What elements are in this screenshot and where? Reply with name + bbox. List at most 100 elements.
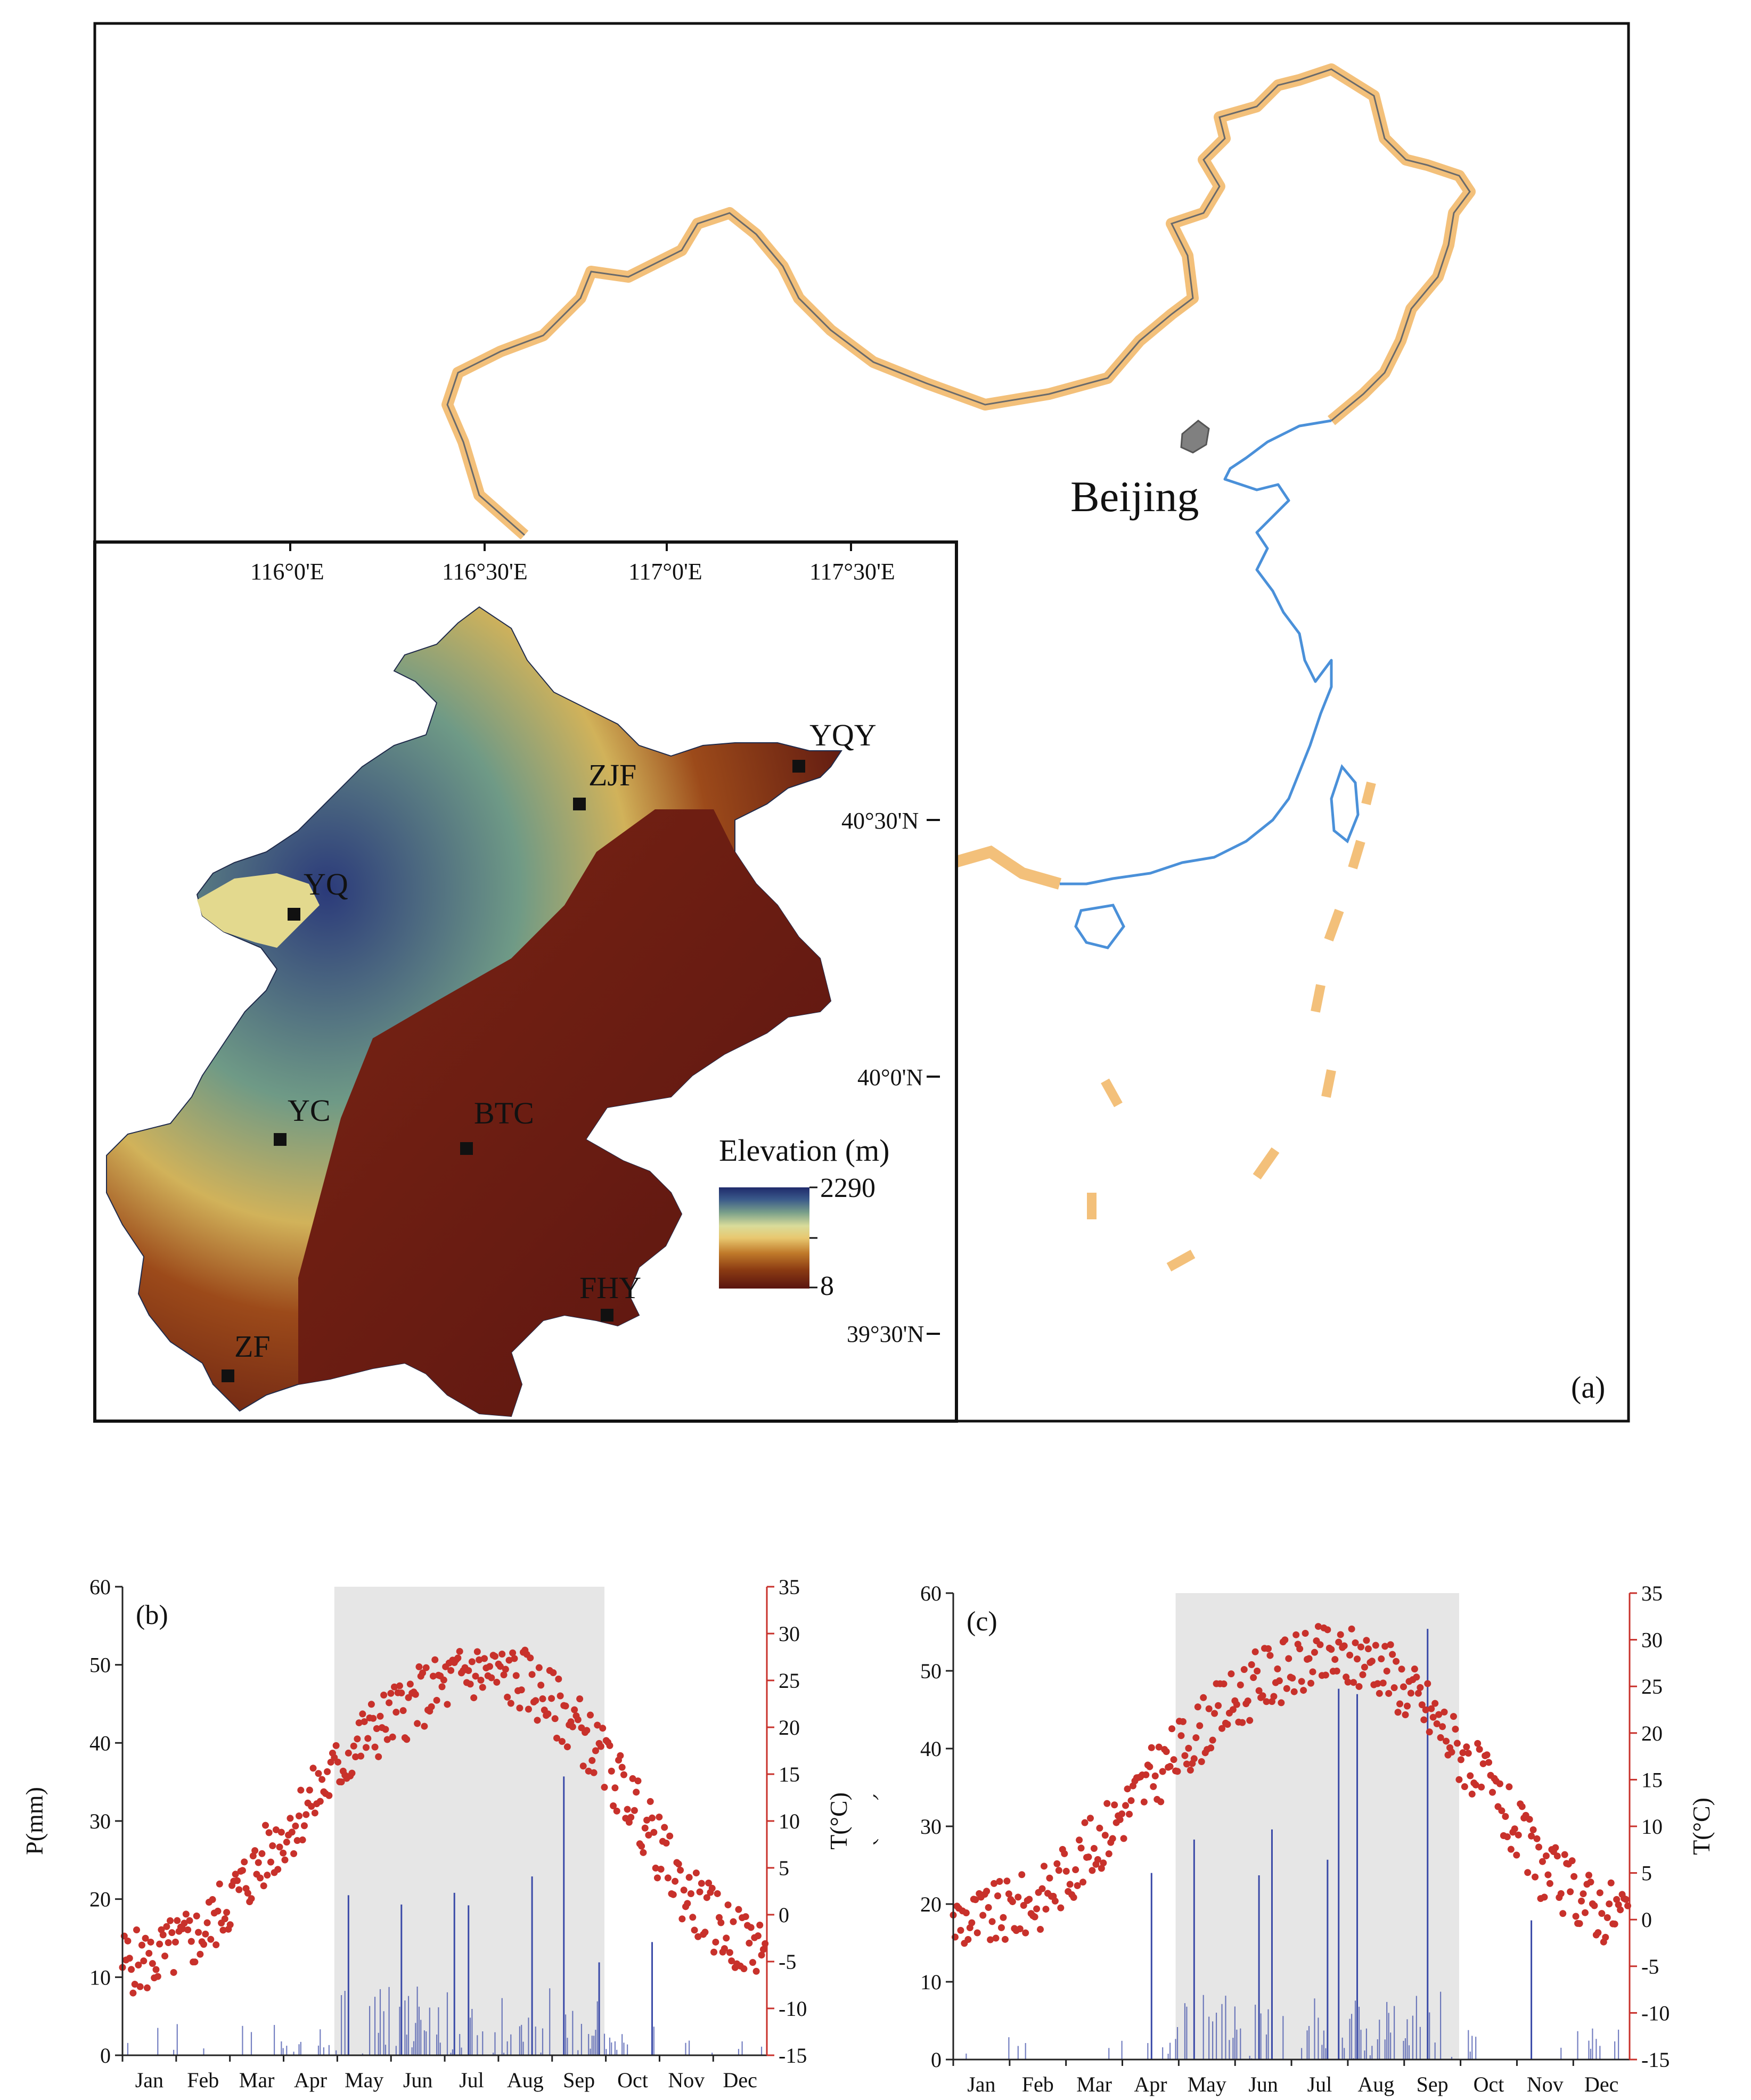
temp-point xyxy=(415,1663,423,1670)
temp-point xyxy=(1116,1816,1124,1823)
temp-point xyxy=(504,1693,511,1701)
temp-point xyxy=(701,1929,709,1936)
x-tick-label: May xyxy=(345,2068,383,2092)
station-label-zjf: ZJF xyxy=(588,758,636,792)
temp-point xyxy=(212,1941,220,1948)
temp-point xyxy=(191,1958,199,1966)
temp-point xyxy=(1120,1835,1127,1842)
temp-point xyxy=(1096,1824,1103,1832)
temp-point xyxy=(403,1736,411,1743)
station-label-yq: YQ xyxy=(304,867,348,901)
temp-point xyxy=(324,1768,331,1775)
temp-point xyxy=(1194,1703,1201,1711)
temp-point xyxy=(207,1935,215,1943)
temp-point xyxy=(1337,1631,1344,1638)
temp-point xyxy=(163,1923,170,1930)
temp-point xyxy=(1037,1926,1044,1933)
temp-point xyxy=(1539,1858,1546,1865)
temp-point xyxy=(1150,1783,1157,1790)
temp-point xyxy=(152,1966,160,1973)
temp-point xyxy=(387,1689,395,1697)
temp-point xyxy=(512,1672,520,1679)
temp-point xyxy=(1127,1797,1135,1804)
temp-point xyxy=(576,1695,584,1703)
temp-point xyxy=(380,1691,388,1699)
temp-point xyxy=(1346,1651,1354,1659)
temp-point xyxy=(610,1802,617,1810)
temp-point xyxy=(684,1900,691,1907)
temp-point xyxy=(1424,1680,1431,1687)
temp-point xyxy=(1576,1920,1583,1927)
temp-point xyxy=(195,1929,202,1936)
x-tick-label: Aug xyxy=(1357,2072,1394,2096)
temp-point xyxy=(491,1653,498,1660)
left-tick-label: 50 xyxy=(89,1653,111,1677)
temp-point xyxy=(1394,1709,1402,1716)
temp-point xyxy=(438,1683,446,1691)
temp-point xyxy=(1402,1711,1409,1718)
temp-point xyxy=(1146,1763,1153,1770)
temp-point xyxy=(1476,1745,1483,1753)
left-tick-label: 30 xyxy=(89,1809,111,1833)
x-tick-label: Jun xyxy=(1248,2072,1278,2096)
temp-point xyxy=(486,1663,494,1670)
temp-point xyxy=(516,1704,523,1712)
beijing-elevation-map xyxy=(106,606,842,1417)
temp-point xyxy=(447,1667,455,1674)
temp-point xyxy=(1496,1780,1503,1787)
temp-point xyxy=(136,1983,144,1990)
left-tick-label: 10 xyxy=(920,1970,942,1994)
temp-point xyxy=(1396,1700,1404,1708)
temp-point xyxy=(367,1701,375,1708)
temp-point xyxy=(249,1852,257,1860)
temp-point xyxy=(1532,1873,1539,1881)
taiwan-outline xyxy=(1330,764,1360,844)
temp-point xyxy=(992,1934,1000,1942)
x-tick-label: Feb xyxy=(187,2068,219,2092)
temp-point xyxy=(1340,1642,1348,1650)
temp-point xyxy=(1255,1687,1263,1694)
temp-point xyxy=(135,1962,142,1969)
temp-point xyxy=(1196,1722,1204,1729)
y-left-label: P(mm) xyxy=(21,1787,48,1855)
temp-point xyxy=(1352,1639,1359,1646)
temp-point xyxy=(1598,1910,1606,1917)
right-tick-label: 20 xyxy=(779,1716,800,1740)
temp-point xyxy=(267,1858,274,1866)
temp-point xyxy=(1374,1680,1381,1687)
beijing-location-marker xyxy=(1180,420,1210,454)
temp-point xyxy=(1364,1645,1372,1653)
temp-point xyxy=(1168,1725,1176,1733)
temp-point xyxy=(1526,1816,1533,1823)
temp-point xyxy=(550,1669,557,1676)
temp-point xyxy=(740,1965,748,1973)
x-tick-label: Apr xyxy=(1134,2072,1167,2096)
temp-point xyxy=(1311,1648,1318,1656)
temp-point xyxy=(1435,1711,1443,1718)
temp-point xyxy=(754,1932,762,1940)
temp-point xyxy=(1580,1890,1587,1898)
temp-point xyxy=(260,1882,267,1890)
temp-point xyxy=(537,1681,545,1689)
temp-point xyxy=(1081,1819,1089,1826)
temp-point xyxy=(1355,1683,1363,1690)
left-tick-label: 50 xyxy=(920,1659,942,1683)
temp-point xyxy=(1155,1743,1163,1751)
temp-point xyxy=(634,1777,642,1785)
temp-point xyxy=(962,1909,970,1917)
temp-point xyxy=(209,1896,216,1904)
temp-point xyxy=(1529,1826,1537,1834)
lon-tick-117-0: 117°0'E xyxy=(628,559,702,585)
temp-point xyxy=(730,1918,737,1925)
temp-point xyxy=(1359,1671,1367,1678)
temp-point xyxy=(1076,1836,1083,1844)
temp-point xyxy=(1489,1789,1496,1796)
temp-point xyxy=(1302,1629,1309,1637)
temp-point xyxy=(571,1706,578,1713)
temp-point xyxy=(985,1904,992,1911)
temp-point xyxy=(527,1654,534,1662)
temp-point xyxy=(1177,1732,1185,1740)
temp-point xyxy=(287,1815,294,1822)
temp-point xyxy=(1505,1783,1513,1791)
temp-point xyxy=(202,1930,209,1938)
